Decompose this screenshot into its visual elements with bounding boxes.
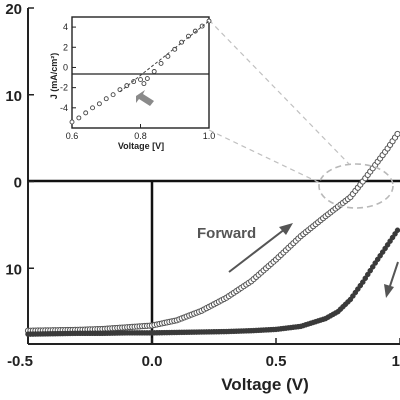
- inset-y-tick-label: 4: [63, 22, 68, 32]
- inset-data-point: [103, 96, 109, 102]
- main-x-tick-label: 0.5: [266, 353, 287, 370]
- inset-data-point: [76, 115, 82, 121]
- forward-sweep-point: [394, 130, 400, 138]
- inset-x-tick-label: 0.8: [134, 131, 147, 141]
- main-x-tick-label: -0.5: [7, 353, 33, 370]
- forward-annotation: Forward: [197, 225, 256, 242]
- reverse-sweep-point: [369, 264, 376, 270]
- inset-data-point: [185, 33, 191, 39]
- main-y-tick-label: 0: [14, 175, 22, 192]
- reverse-sweep-point: [367, 267, 373, 274]
- inset-data-point: [138, 77, 143, 83]
- main-x-tick-label: 1: [392, 353, 400, 370]
- forward-arrow: [228, 223, 293, 273]
- inset-y-tick-label: -4: [60, 103, 68, 113]
- main-y-tick-label: 10: [5, 261, 22, 278]
- inset-y-axis-label: J (mA/cm²): [49, 53, 59, 100]
- inset-data-point: [90, 105, 96, 111]
- main-y-tick-label: 20: [5, 1, 22, 18]
- inset-data-point: [96, 101, 102, 107]
- inset-data-point: [144, 76, 150, 82]
- inset-data-point: [131, 79, 137, 85]
- inset-x-axis-label: Voltage [V]: [118, 141, 164, 151]
- inset-y-tick-label: -2: [60, 83, 68, 93]
- inset-x-tick-label: 1.0: [203, 131, 216, 141]
- zoom-guide-upper: [208, 19, 350, 165]
- inset-frame: [71, 16, 210, 129]
- reverse-sweep-point: [362, 275, 369, 282]
- inset-data-point: [69, 119, 75, 125]
- inset-data-point: [151, 69, 157, 74]
- reverse-sweep-point: [365, 271, 371, 278]
- main-y-tick-label: 10: [5, 88, 22, 105]
- inset-x-tick-label: 0.6: [66, 131, 79, 141]
- reverse-sweep-point: [394, 227, 400, 234]
- inset-data-point: [83, 110, 89, 116]
- inset-data-point: [158, 60, 164, 66]
- inset-plot: 0.6 0.8 1.0 4 2 0 -2 -4 J (mA/cm²) Voltage [V]: [49, 16, 215, 151]
- inset-ticks: 0.6 0.8 1.0 4 2 0 -2 -4: [60, 22, 215, 141]
- reverse-arrow: [384, 261, 399, 298]
- main-series: [24, 130, 400, 337]
- inset-y-tick-label: 0: [63, 62, 68, 72]
- inset-data-point: [110, 92, 116, 98]
- inset-fit-line: [119, 20, 210, 93]
- inset-data-point: [141, 81, 147, 87]
- inset-kink-arrow: [136, 90, 154, 106]
- voc-highlight-ellipse: [318, 163, 394, 209]
- reverse-sweep-point: [360, 279, 366, 285]
- inset-data-point: [165, 53, 171, 59]
- inset-series: [69, 18, 212, 125]
- main-x-axis-label: Voltage (V): [221, 375, 309, 394]
- zoom-guide-lower: [208, 129, 323, 185]
- main-x-tick-label: 0.0: [142, 353, 163, 370]
- inset-y-tick-label: 2: [63, 42, 68, 52]
